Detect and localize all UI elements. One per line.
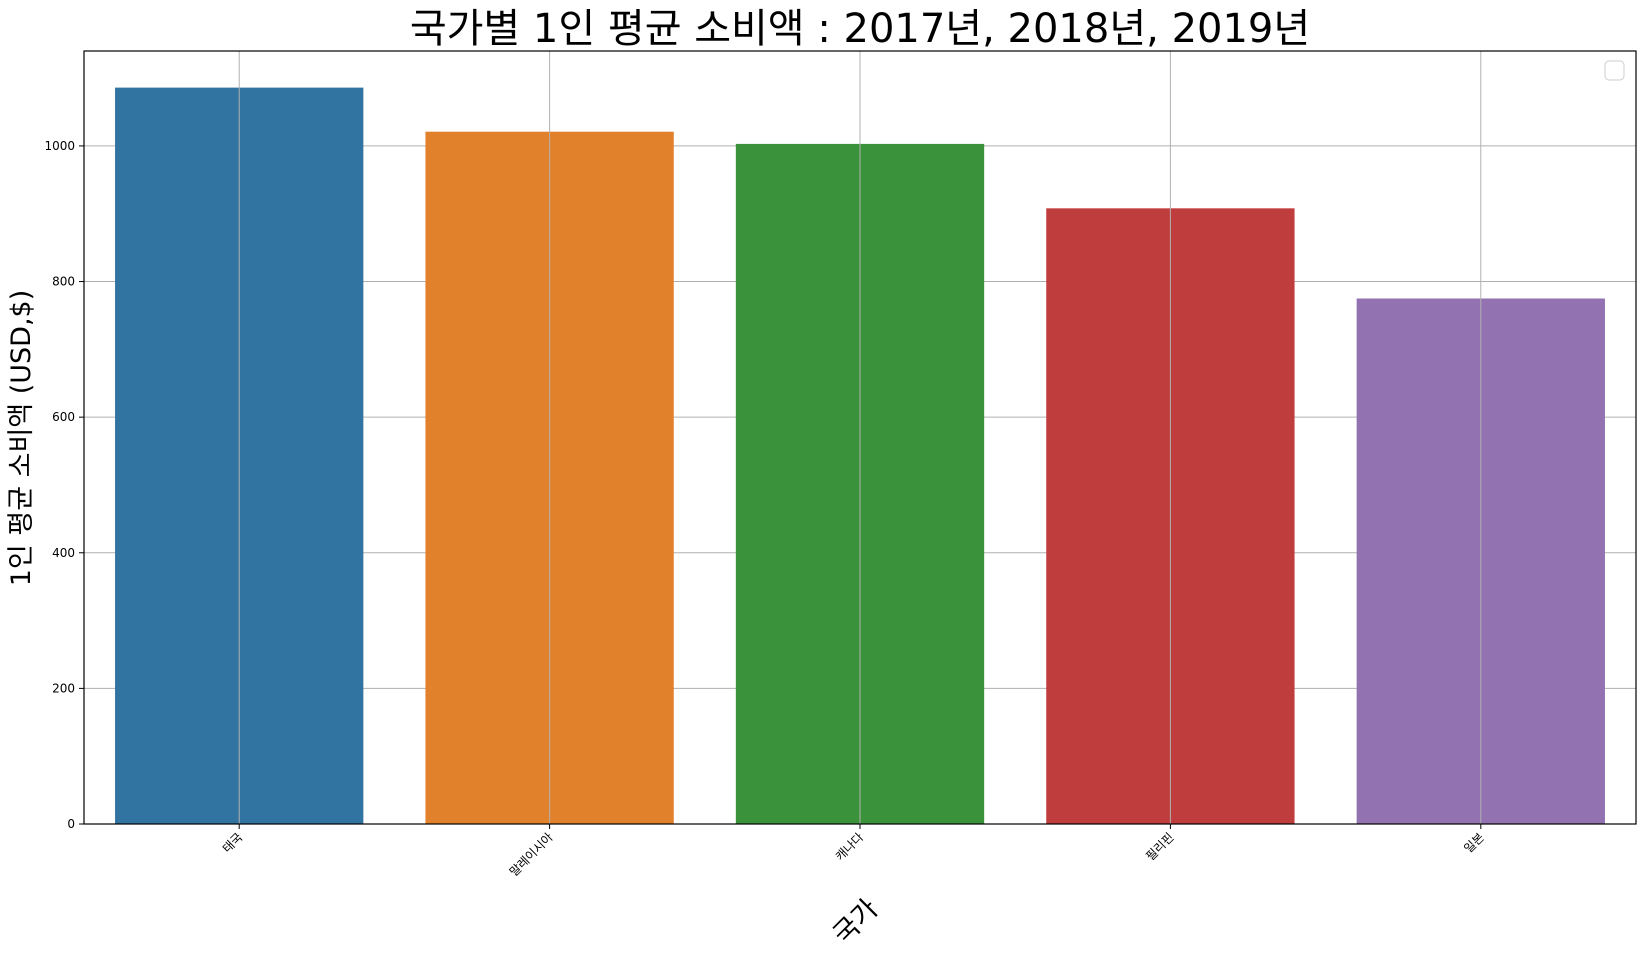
chart-title: 국가별 1인 평균 소비액 : 2017년, 2018년, 2019년 [410, 6, 1310, 52]
y-tick-label: 0 [67, 817, 75, 831]
x-axis-ticks: 태국 말레이시아 캐나다 필리핀 일본 [220, 824, 1487, 879]
y-tick-label: 200 [52, 681, 75, 695]
y-tick-label: 800 [52, 275, 75, 289]
y-tick-label: 600 [52, 410, 75, 424]
vertical-grid-lines [238, 51, 1482, 824]
y-tick-label: 1000 [44, 139, 75, 153]
x-tick-label: 일본 [1461, 830, 1487, 856]
y-tick-label: 400 [52, 546, 75, 560]
y-axis-label: 1인 평균 소비액 (USD,$) [6, 290, 37, 587]
x-tick-label: 말레이시아 [507, 830, 556, 879]
x-tick-label: 필리핀 [1143, 830, 1176, 863]
x-tick-label: 태국 [220, 830, 246, 856]
x-tick-label: 캐나다 [833, 830, 866, 863]
y-axis-ticks: 0 200 400 600 800 1000 [44, 139, 84, 831]
x-axis-label: 국가 [827, 893, 884, 950]
legend-box [1604, 60, 1625, 81]
